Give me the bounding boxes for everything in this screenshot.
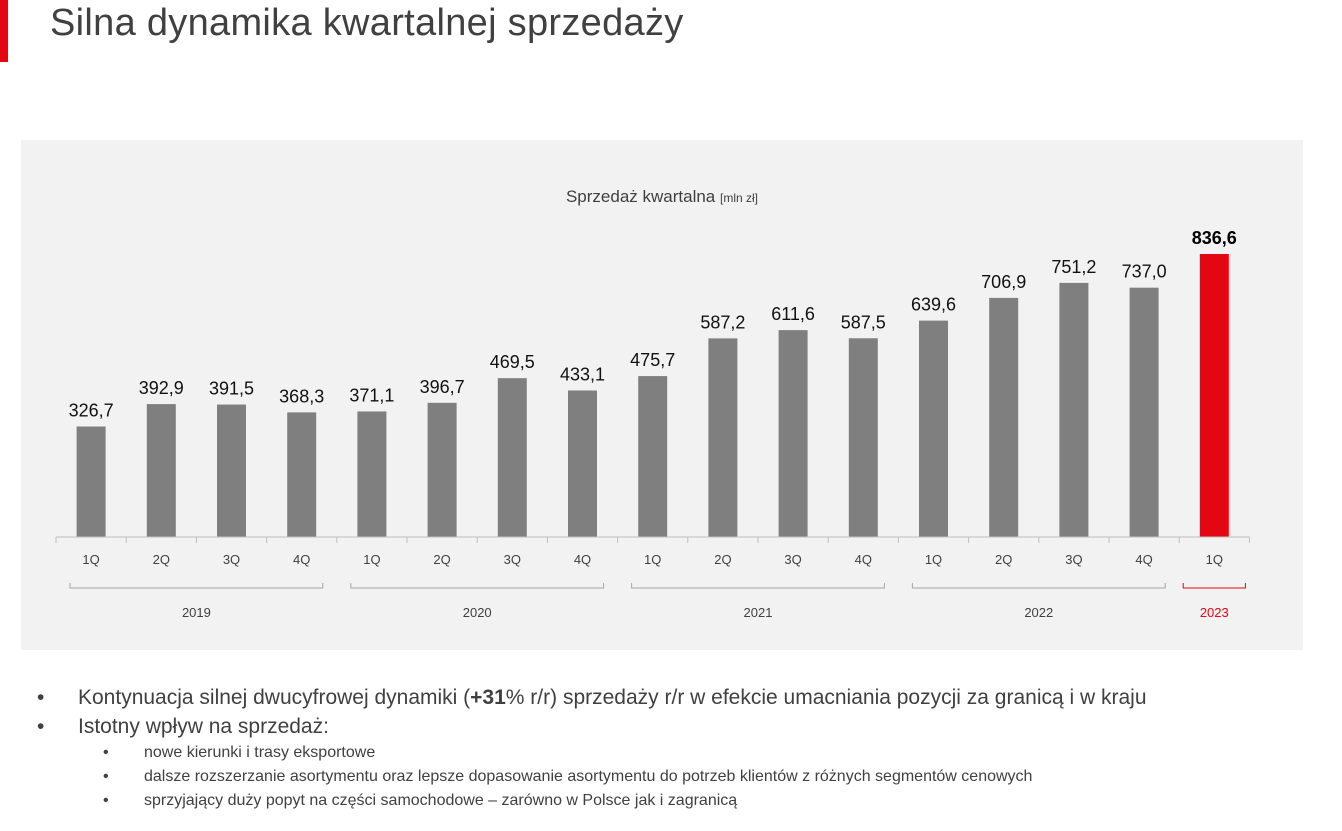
chart-title-text: Sprzedaż kwartalna [566,187,720,206]
bar-12 [848,338,878,537]
data-label-3: 391,5 [209,379,254,399]
chart-title-unit: [mln zł] [720,191,758,205]
bullet-text-part: Istotny wpływ na sprzedaż: [78,715,329,738]
bar-1 [76,426,106,537]
x-tick-label-9: 1Q [644,552,661,567]
page-title: Silna dynamika kwartalnej sprzedaży [50,2,684,44]
year-bracket-4 [911,583,1166,589]
bullet-dot-icon: • [37,715,45,738]
bullet-text: Istotny wpływ na sprzedaż: [78,715,329,739]
x-tick-label-4: 4Q [293,552,310,567]
bullet-list: • Kontynuacja silnej dwucyfrowej dynamiki… [0,686,1342,816]
sub-bullet-item: • sprzyjający duży popyt na części samoch… [0,792,1342,816]
data-label-9: 475,7 [630,350,675,370]
data-label-13: 639,6 [911,295,956,315]
bar-14 [989,297,1019,537]
bullet-highlight: +31 [470,686,506,709]
data-label-12: 587,5 [841,312,886,332]
year-label-2022: 2022 [1024,605,1053,620]
bar-15 [1059,282,1089,537]
year-label-2021: 2021 [744,605,773,620]
bullet-dot-icon: • [103,792,109,809]
year-label-2019: 2019 [182,605,211,620]
x-tick-label-8: 4Q [574,552,591,567]
data-label-10: 587,2 [700,312,745,332]
x-tick-label-17: 1Q [1206,552,1223,567]
x-tick-label-2: 2Q [153,552,170,567]
bullet-item: • Istotny wpływ na sprzedaż: [0,715,1342,744]
year-bracket-5 [1182,583,1246,589]
x-tick-label-6: 2Q [433,552,450,567]
x-tick-label-1: 1Q [82,552,99,567]
sales-chart: Sprzedaż kwartalna [mln zł] 326,7 392,9 391… [55,187,1250,620]
data-label-5: 371,1 [349,385,394,405]
bar-6 [427,402,457,537]
bar-7 [497,378,527,537]
x-tick-label-12: 4Q [855,552,872,567]
x-tick-label-7: 3Q [504,552,521,567]
bar-8 [568,390,597,537]
chart-panel: Sprzedaż kwartalna [mln zł] 326,7 392,9 391… [21,140,1303,650]
data-label-11: 611,6 [771,304,815,324]
chart-title: Sprzedaż kwartalna [mln zł] [566,187,758,206]
data-label-16: 737,0 [1122,262,1167,282]
bar-16 [1129,287,1159,537]
bar-9 [638,376,668,537]
sub-bullet-item: • dalsze rozszerzanie asortymentu oraz le… [0,768,1342,792]
bar-2 [146,404,176,537]
bar-5 [357,411,387,537]
data-label-8: 433,1 [560,364,605,384]
x-tick-label-3: 3Q [223,552,240,567]
x-tick-label-10: 2Q [714,552,731,567]
bullet-item: • Kontynuacja silnej dwucyfrowej dynamiki… [0,686,1342,715]
sub-bullet-text: dalsze rozszerzanie asortymentu oraz lep… [144,768,1033,785]
x-tick-label-15: 3Q [1065,552,1082,567]
x-tick-label-16: 4Q [1135,552,1152,567]
sub-bullet-text: sprzyjający duży popyt na części samocho… [144,792,738,809]
bar-10 [708,338,738,537]
data-label-1: 326,7 [69,400,114,420]
bar-4 [287,412,317,537]
data-label-14: 706,9 [981,272,1026,292]
x-tick-label-5: 1Q [363,552,380,567]
bar-17 [1199,254,1229,537]
year-label-2020: 2020 [463,605,492,620]
year-label-2023: 2023 [1200,605,1229,620]
data-label-6: 396,7 [420,377,465,397]
bullet-dot-icon: • [103,744,109,761]
bullet-text-part: % r/r) sprzedaży r/r w efekcie umacniani… [505,686,1147,709]
year-bracket-2 [350,583,605,589]
sub-bullet-text: nowe kierunki i trasy eksportowe [144,744,376,761]
bar-3 [217,404,246,537]
sub-bullet-item: • nowe kierunki i trasy eksportowe [0,744,1342,768]
bullet-dot-icon: • [103,768,109,785]
bullet-dot-icon: • [37,686,45,709]
bullet-text: Kontynuacja silnej dwucyfrowej dynamiki … [78,686,1147,710]
x-tick-label-14: 2Q [995,552,1012,567]
bar-11 [778,330,808,537]
title-accent-bar [0,0,8,62]
x-tick-label-13: 1Q [925,552,942,567]
year-bracket-1 [69,583,324,589]
data-label-2: 392,9 [139,378,184,398]
bar-13 [919,320,948,537]
data-label-7: 469,5 [490,352,535,372]
data-label-17: 836,6 [1192,228,1237,248]
bullet-text-part: Kontynuacja silnej dwucyfrowej dynamiki … [78,686,471,709]
year-bracket-3 [631,583,885,589]
x-tick-label-11: 3Q [784,552,801,567]
data-label-4: 368,3 [279,386,324,406]
data-label-15: 751,2 [1051,257,1096,277]
